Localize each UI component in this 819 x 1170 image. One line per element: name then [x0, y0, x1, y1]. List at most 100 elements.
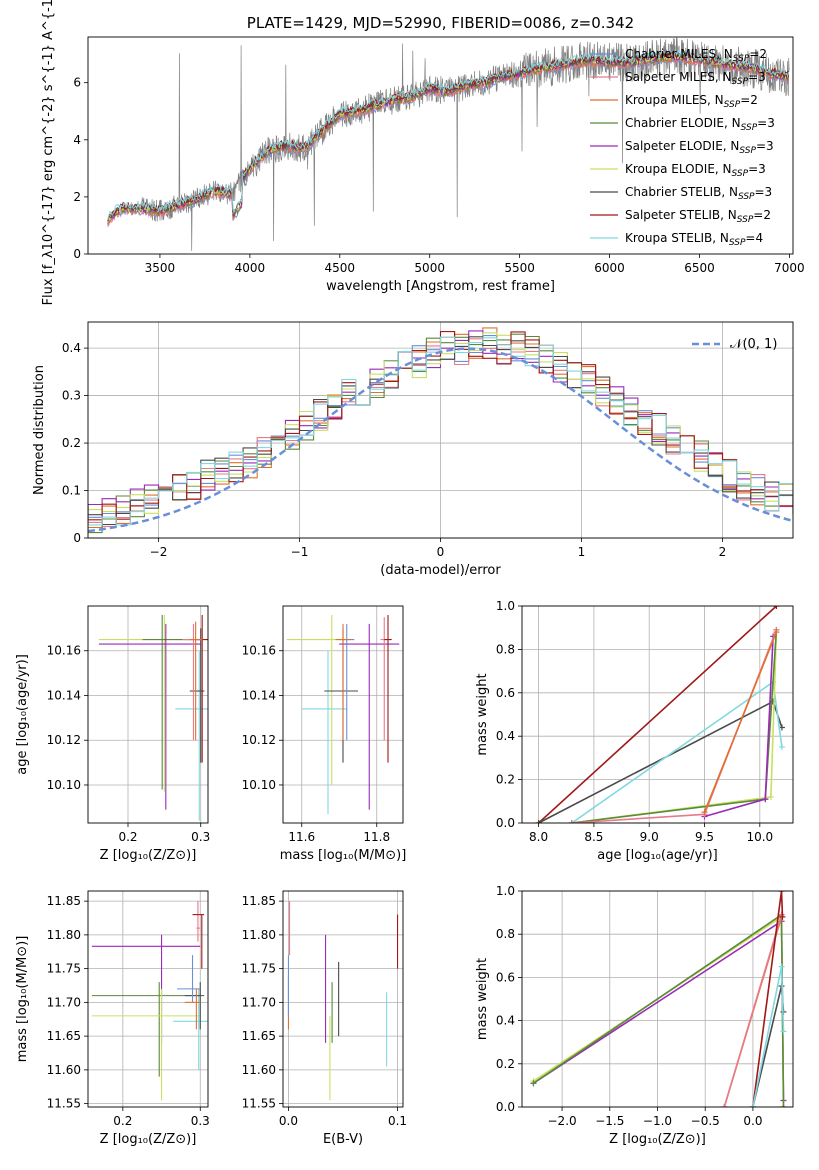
legend-suffix: =4 — [745, 231, 763, 245]
x-tick-label: 0.2 — [118, 830, 137, 844]
legend-label-salpeter_elodie: Salpeter ELODIE, NSSP=3 — [625, 139, 774, 156]
plot-area-residuals — [88, 327, 793, 536]
chart-mass_vs_ebv: 0.0 0.1 11.55 11.60 11.65 11.70 11.75 11.80 11.8… — [242, 890, 407, 1147]
weight-marker-kroupa_stelib — [780, 1028, 787, 1035]
weight-marker-kroupa_elodie — [767, 793, 774, 800]
legend-label-normal: 𝒩(0, 1) — [730, 337, 777, 352]
chart-residuals: −2 −1 0 1 2 0 0.1 0.2 0.3 0.4 (data-model)/error No… — [32, 321, 794, 578]
x-tick-label: −2 — [150, 545, 168, 559]
weight-line-salpeter_elodie — [533, 919, 785, 1101]
plot-area-mass_vs_z — [91, 901, 208, 1101]
spectrum-model-kroupa_stelib — [107, 48, 790, 221]
legend-prefix: Kroupa STELIB, N — [625, 231, 729, 245]
x-tick-label: 5000 — [414, 261, 445, 275]
weight-line-chabrier_elodie — [571, 629, 778, 823]
x-tick-label: 9.0 — [640, 830, 659, 844]
normal-curve — [88, 347, 793, 533]
y-tick-label: 0.4 — [496, 1014, 515, 1028]
weight-line-chabrier_stelib — [752, 985, 785, 1107]
y-tick-label: 11.70 — [242, 995, 276, 1009]
weight-marker-salpeter_elodie — [762, 796, 769, 803]
axes-frame — [87, 321, 794, 539]
x-tick-label: −1 — [291, 545, 309, 559]
weight-marker-kroupa_miles — [773, 629, 780, 636]
legend-label-chabrier_miles: Chabrier MILES, NSSP=2 — [625, 47, 767, 64]
x-tick-label: 7000 — [774, 261, 805, 275]
axes-frame — [521, 605, 794, 824]
chart-weight_vs_age: 8.0 8.5 9.0 9.5 10.0 0.0 0.2 0.4 0.6 0.8 1.0 age [l… — [475, 599, 794, 863]
x-axis-label: mass [log₁₀(M/M⊙)] — [280, 848, 407, 863]
y-axis-label: mass weight — [475, 958, 490, 1040]
legend-label-salpeter_stelib: Salpeter STELIB, NSSP=2 — [625, 208, 771, 225]
legend-sub: SSP — [732, 77, 749, 87]
x-tick-label: 5500 — [504, 261, 535, 275]
x-tick-label: 2 — [719, 545, 727, 559]
chart-spectrum: 3500 4000 4500 5000 5500 6000 6500 7000 0 2 4 6 wave… — [41, 0, 805, 305]
x-axis-label: E(B-V) — [323, 1132, 363, 1147]
y-tick-label: 0.6 — [496, 970, 515, 984]
y-tick-label: 0.3 — [62, 389, 81, 403]
legend-label-chabrier_elodie: Chabrier ELODIE, NSSP=3 — [625, 116, 775, 133]
legend-label-kroupa_elodie: Kroupa ELODIE, NSSP=3 — [625, 162, 766, 179]
x-tick-label: −1.0 — [643, 1114, 672, 1128]
y-tick-label: 0.0 — [496, 1100, 515, 1114]
x-axis-label: (data-model)/error — [380, 563, 501, 578]
legend-suffix: =3 — [756, 139, 774, 153]
y-tick-label: 11.60 — [47, 1063, 81, 1077]
x-tick-label: 0 — [437, 545, 445, 559]
x-axis-label: Z [log₁₀(Z/Z⊙)] — [100, 848, 197, 863]
chart-age_vs_z: 0.2 0.3 10.10 10.12 10.14 10.16 Z [log₁₀(Z/Z⊙)… — [15, 605, 210, 863]
axes-frame — [282, 890, 404, 1108]
y-tick-label: 11.80 — [242, 928, 276, 942]
spectrum-legend: Chabrier MILES, NSSP=2 Salpeter MILES, NS… — [590, 47, 775, 248]
plot-area-weight_vs_age — [535, 606, 785, 823]
y-tick-label: 0 — [73, 531, 81, 545]
x-tick-label: 10.0 — [746, 830, 773, 844]
chart-age_vs_mass: 11.6 11.8 10.10 10.12 10.14 10.16 mass [log₁₀(… — [242, 605, 407, 863]
y-tick-label: 0 — [73, 247, 81, 261]
legend-sub: SSP — [724, 100, 741, 110]
weight-line-salpeter_stelib — [538, 606, 777, 823]
y-tick-label: 2 — [73, 190, 81, 204]
x-tick-label: 11.8 — [363, 830, 390, 844]
weight-marker-chabrier_elodie — [780, 1104, 787, 1107]
x-axis-label: age [log₁₀(age/yr)] — [597, 848, 718, 863]
legend-sub: SSP — [729, 238, 746, 248]
y-tick-label: 0.1 — [62, 484, 81, 498]
weight-marker-salpeter_stelib — [778, 891, 785, 894]
x-tick-label: 0.0 — [279, 1114, 298, 1128]
axes-frame — [87, 36, 794, 255]
weight-line-kroupa_elodie — [571, 631, 778, 823]
weight-marker-salpeter_miles — [721, 1104, 728, 1107]
axes-frame — [521, 890, 794, 1108]
legend-suffix: =3 — [757, 116, 775, 130]
legend-suffix: =2 — [749, 47, 767, 61]
x-tick-label: 3500 — [145, 261, 176, 275]
legend-sub: SSP — [732, 169, 749, 179]
weight-line-kroupa_stelib — [571, 680, 783, 823]
y-tick-label: 1.0 — [496, 599, 515, 613]
x-tick-label: 4500 — [325, 261, 356, 275]
x-tick-label: −1.5 — [595, 1114, 624, 1128]
legend-sub: SSP — [738, 192, 755, 202]
legend-sub: SSP — [739, 146, 756, 156]
x-tick-label: 1 — [578, 545, 586, 559]
legend-label-kroupa_stelib: Kroupa STELIB, NSSP=4 — [625, 231, 763, 248]
legend-sub: SSP — [741, 123, 758, 133]
legend-sub: SSP — [733, 54, 750, 64]
x-tick-label: 0.1 — [388, 1114, 407, 1128]
x-tick-label: 0.2 — [113, 1114, 132, 1128]
legend-prefix: Salpeter ELODIE, N — [625, 139, 739, 153]
y-tick-label: 11.75 — [242, 962, 276, 976]
x-axis-label: wavelength [Angstrom, rest frame] — [326, 279, 555, 294]
x-tick-label: 4000 — [235, 261, 266, 275]
x-axis-label: Z [log₁₀(Z/Z⊙)] — [100, 1132, 197, 1147]
spectrum-data-line — [107, 37, 790, 251]
y-tick-label: 11.70 — [47, 995, 81, 1009]
legend-label-salpeter_miles: Salpeter MILES, NSSP=3 — [625, 70, 766, 87]
weight-marker-kroupa_stelib — [778, 744, 785, 751]
x-tick-label: 8.0 — [529, 830, 548, 844]
y-tick-label: 10.14 — [47, 688, 81, 702]
x-tick-label: −0.5 — [691, 1114, 720, 1128]
